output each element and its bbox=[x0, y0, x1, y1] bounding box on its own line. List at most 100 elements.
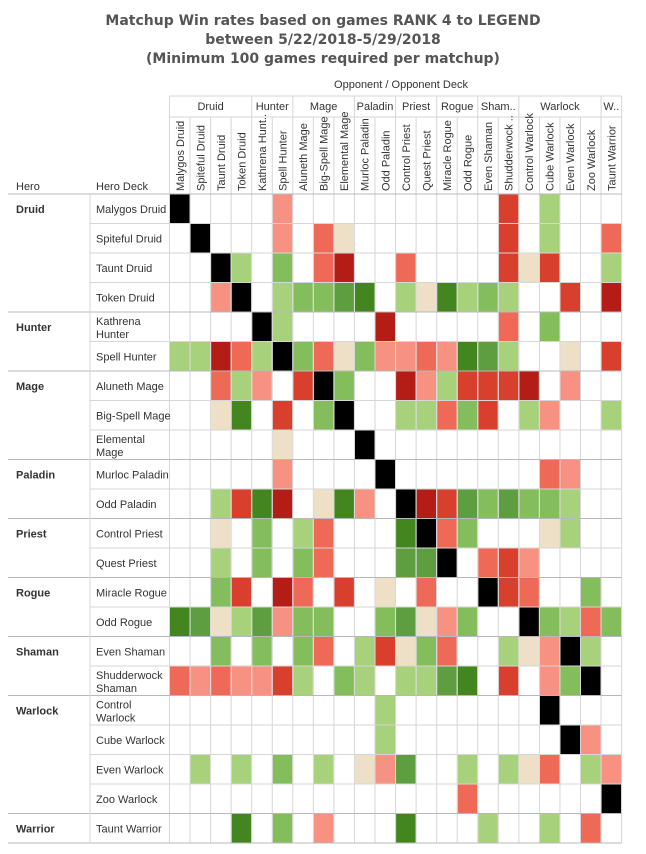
heatmap-cell-r7-c11 bbox=[396, 401, 416, 430]
heatmap-cell-r2-c7 bbox=[313, 253, 334, 282]
heatmap-cell-r10-c12 bbox=[416, 489, 437, 518]
heatmap-cell-r3-c14 bbox=[457, 283, 478, 312]
row-deck-label: Miracle Rogue bbox=[96, 587, 167, 599]
heatmap-cell-r3-c7 bbox=[313, 283, 334, 312]
heatmap-cell-r5-c11 bbox=[396, 342, 416, 371]
heatmap-cell-r5-c13 bbox=[437, 342, 457, 371]
heatmap-cell-r7-c8 bbox=[334, 401, 354, 430]
row-hero-label: Paladin bbox=[16, 470, 55, 482]
heatmap-cell-r2-c17 bbox=[519, 253, 539, 282]
heatmap-cell-r3-c9 bbox=[354, 283, 375, 312]
heatmap-cell-r13-c3 bbox=[231, 578, 252, 607]
heatmap-cell-r15-c4 bbox=[252, 637, 272, 666]
heatmap-cell-r5-c19 bbox=[560, 342, 580, 371]
heatmap-cell-r5-c12 bbox=[416, 342, 437, 371]
row-hero-label: Shaman bbox=[16, 647, 59, 659]
row-deck-label: Big-Spell Mage bbox=[96, 410, 171, 422]
heatmap-cell-r19-c7 bbox=[313, 755, 334, 784]
row-deck-label: Taunt Warrior bbox=[96, 823, 162, 835]
heatmap-cell-r20-c14 bbox=[457, 784, 478, 813]
row-deck-label: Murloc Paladin bbox=[96, 469, 169, 481]
column-deck-label: Elemental Mage bbox=[339, 112, 351, 192]
heatmap-cell-r2-c5 bbox=[272, 253, 293, 282]
heatmap-cell-r11-c12 bbox=[416, 519, 437, 548]
heatmap-cell-r7-c14 bbox=[457, 401, 478, 430]
heatmap-cell-r10-c9 bbox=[354, 489, 375, 518]
heatmap-cell-r10-c15 bbox=[478, 489, 498, 518]
heatmap-cell-r14-c2 bbox=[211, 607, 231, 636]
heatmap-cell-r13-c12 bbox=[416, 578, 437, 607]
heatmap-cell-r2-c2 bbox=[211, 253, 231, 282]
heatmap-cell-r9-c10 bbox=[375, 460, 396, 489]
heatmap-cell-r3-c21 bbox=[601, 283, 622, 312]
heatmap-cell-r0-c16 bbox=[498, 194, 519, 223]
heatmap-cell-r14-c19 bbox=[560, 607, 580, 636]
heatmap-cell-r11-c19 bbox=[560, 519, 580, 548]
heatmap-cell-r21-c3 bbox=[231, 814, 252, 843]
heatmap-cell-r10-c3 bbox=[231, 489, 252, 518]
row-deck-label: Zoo Warlock bbox=[96, 794, 158, 806]
heatmap-cell-r13-c20 bbox=[581, 578, 601, 607]
heatmap-cell-r16-c8 bbox=[334, 666, 354, 695]
heatmap-cell-r6-c17 bbox=[519, 371, 539, 400]
heatmap-cell-r10-c4 bbox=[252, 489, 272, 518]
heatmap-cells bbox=[170, 194, 622, 843]
column-deck-label: Even Shaman bbox=[483, 122, 495, 191]
heatmap-cell-r4-c4 bbox=[252, 312, 272, 341]
heatmap-cell-r8-c9 bbox=[354, 430, 375, 459]
heatmap-cell-r2-c21 bbox=[601, 253, 622, 282]
heatmap-cell-r21-c18 bbox=[539, 814, 560, 843]
heatmap-cell-r21-c20 bbox=[581, 814, 601, 843]
heatmap-cell-r12-c2 bbox=[211, 548, 231, 577]
heatmap-cell-r21-c11 bbox=[396, 814, 416, 843]
column-deck-label: Odd Paladin bbox=[380, 130, 392, 191]
heatmap-cell-r13-c16 bbox=[498, 578, 519, 607]
heatmap-cell-r15-c9 bbox=[354, 637, 375, 666]
heatmap-cell-r3-c11 bbox=[396, 283, 416, 312]
row-deck-label: Token Druid bbox=[96, 292, 155, 304]
heatmap-cell-r5-c6 bbox=[293, 342, 313, 371]
heatmap-cell-r16-c14 bbox=[457, 666, 478, 695]
heatmap-cell-r10-c11 bbox=[396, 489, 416, 518]
row-hero-label: Hunter bbox=[16, 322, 52, 334]
heatmap-cell-r17-c18 bbox=[539, 696, 560, 725]
heatmap-cell-r12-c12 bbox=[416, 548, 437, 577]
heatmap-cell-r5-c2 bbox=[211, 342, 231, 371]
heatmap-cell-r7-c5 bbox=[272, 401, 293, 430]
heatmap-cell-r7-c7 bbox=[313, 401, 334, 430]
heatmap-cell-r6-c2 bbox=[211, 371, 231, 400]
heatmap-cell-r0-c0 bbox=[170, 194, 190, 223]
heatmap-cell-r16-c3 bbox=[231, 666, 252, 695]
heatmap-cell-r19-c11 bbox=[396, 755, 416, 784]
row-deck-label: Odd Paladin bbox=[96, 499, 157, 511]
heatmap-cell-r16-c0 bbox=[170, 666, 190, 695]
heatmap-cell-r21-c5 bbox=[272, 814, 293, 843]
heatmap-cell-r19-c20 bbox=[581, 755, 601, 784]
column-deck-label: Big-Spell Mage bbox=[319, 116, 331, 191]
heatmap-cell-r10-c8 bbox=[334, 489, 354, 518]
heatmap-cell-r10-c17 bbox=[519, 489, 539, 518]
heatmap-cell-r15-c6 bbox=[293, 637, 313, 666]
column-group-label: W.. bbox=[603, 101, 619, 113]
column-deck-label: Zoo Warlock bbox=[586, 129, 598, 191]
column-deck-label: Quest Priest bbox=[421, 130, 433, 191]
heatmap-cell-r3-c12 bbox=[416, 283, 437, 312]
heatmap-cell-r13-c10 bbox=[375, 578, 396, 607]
heatmap-cell-r12-c6 bbox=[293, 548, 313, 577]
heatmap-cell-r14-c7 bbox=[313, 607, 334, 636]
heatmap-cell-r19-c18 bbox=[539, 755, 560, 784]
heatmap-cell-r19-c17 bbox=[519, 755, 539, 784]
column-deck-label: Murloc Paladin bbox=[360, 118, 372, 191]
heatmap-cell-r7-c17 bbox=[519, 401, 539, 430]
heatmap-cell-r13-c17 bbox=[519, 578, 539, 607]
column-deck-label: Taunt Druid bbox=[216, 135, 228, 191]
heatmap-cell-r15-c10 bbox=[375, 637, 396, 666]
heatmap-cell-r12-c16 bbox=[498, 548, 519, 577]
heatmap-cell-r16-c5 bbox=[272, 666, 293, 695]
row-deck-label: Kathrena bbox=[96, 316, 142, 328]
heatmap-cell-r7-c12 bbox=[416, 401, 437, 430]
heatmap-cell-r14-c13 bbox=[437, 607, 457, 636]
heatmap-cell-r19-c21 bbox=[601, 755, 622, 784]
row-deck-label: Taunt Druid bbox=[96, 263, 152, 275]
